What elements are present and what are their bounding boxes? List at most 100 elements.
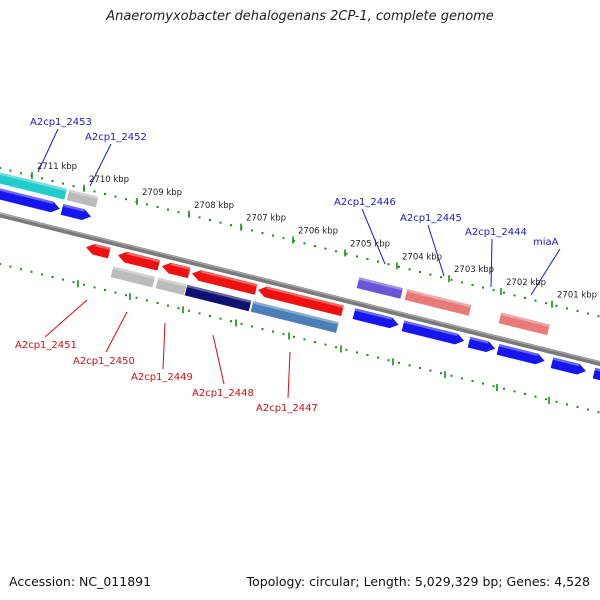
inner-scale-dot [335,346,337,349]
gene-bar-a2cp1-2447 [250,301,339,333]
inner-scale-dot [282,333,285,336]
outer-scale-dot [93,190,96,193]
gene-features [0,170,600,382]
tick-label: 2701 kbp [557,291,597,301]
gene-bar-forward [467,336,496,353]
outer-scale-dot [587,312,589,315]
outer-scale-dot [345,252,348,255]
outer-scale-dot [282,237,285,240]
outer-scale-dot [482,286,484,289]
forward-gene-label: miaA [533,237,559,248]
gene-bar-shine [186,284,252,304]
forward-leader-line [490,238,493,288]
outer-scale-dot [41,177,43,180]
inner-scale-dot [503,387,505,390]
outer-scale-dot [597,315,600,318]
inner-scale-dot [356,351,358,354]
gene-bar-shine [469,336,489,344]
inner-scale-dot [345,348,348,351]
outer-scale-dot [450,278,453,281]
outer-scale-dot [429,273,432,276]
outer-scale-dot [261,231,264,234]
inner-scale-dot [492,385,495,388]
forward-leader-line [530,248,561,296]
gene-bar-shine [94,243,111,251]
outer-scale-dot [461,281,463,284]
reverse-leader-line [212,334,225,385]
gene-bar-shine [552,357,580,367]
inner-scale-dot [177,307,180,310]
genome-summary: Topology: circular; Length: 5,029,329 bp… [246,574,590,589]
gene-bar-shine [498,343,539,357]
gene-bar-shape [110,266,156,288]
tick-label: 2704 kbp [402,252,442,262]
inner-scale-dot [93,286,96,289]
gene-bar-forward [550,357,586,375]
reverse-leader-line [287,351,291,399]
outer-scale-dot [167,208,169,211]
gene-bar-forward [592,367,600,382]
outer-scale-dot [377,260,379,263]
gene-bar-forward [352,308,399,329]
gene-bar-mia-a [498,312,550,336]
gene-bar-shine [157,277,187,287]
gene-bar-shape [118,251,161,271]
gene-bar-shape [86,243,111,259]
gene-bar-shape [496,343,545,365]
accession: Accession: NC_011891 [9,574,152,589]
tick-label: 2709 kbp [142,188,182,198]
inner-scale-dot [429,369,432,372]
inner-scale-dot [450,374,453,377]
gene-bar-a2cp1-2450 [110,266,156,288]
outer-scale-dot [576,309,579,312]
outer-scale-dot [30,174,33,177]
gene-bar-shine [403,320,458,337]
outer-scale-dot [419,270,421,273]
reverse-gene-label: A2cp1_2449 [131,372,193,383]
gene-bar-shape [162,262,191,279]
forward-gene-label: A2cp1_2445 [400,213,462,224]
inner-scale-dot [587,408,589,411]
inner-scale-dot [314,340,316,343]
outer-scale-dot [272,234,274,237]
map-title: Anaeromyxobacter dehalogenans 2CP-1, com… [106,9,494,24]
gene-bar-shape [550,357,586,375]
gene-bar-shine [354,308,393,320]
gene-bar-a2cp1-2452 [66,189,99,208]
gene-bar-shape [467,336,496,353]
gene-bar-forward [60,204,92,220]
gene-bar-shape [60,204,92,220]
inner-scale-dot [440,372,442,375]
tick-label: 2703 kbp [454,265,494,275]
inner-scale-dot [230,320,232,323]
gene-bar-shine [68,189,99,200]
gene-bar-a2cp1-2445 [404,289,472,316]
reverse-leader-line [105,311,128,353]
gene-labels: A2cp1_2453 A2cp1_2452 A2cp1_2446 A2cp1_2445… [15,117,559,414]
inner-scale-dot [30,270,33,273]
gene-bar-shape [184,284,252,312]
outer-scale-dot [492,289,495,292]
outer-scale-dot [513,294,516,297]
outer-scale-dot [104,192,106,195]
forward-gene-label: A2cp1_2444 [465,227,527,238]
reverse-leader-line [162,322,166,370]
inner-scale-dot [0,263,1,265]
outer-scale-dot [398,265,400,268]
outer-scale-dot [20,172,22,175]
outer-scale-dot [335,250,337,253]
gene-bar-shape [66,189,99,208]
outer-scale-dot [72,185,75,188]
inner-scale-dot [303,338,306,341]
gene-bar-shine [112,266,156,280]
inner-scale-dot [219,317,222,320]
inner-scale-dot [524,392,526,395]
inner-scale-dot [20,268,22,271]
tick-label: 2708 kbp [194,201,234,211]
gene-bar-shine [62,204,85,212]
outer-scale-dot [125,198,127,201]
inner-scale-dot [198,312,201,315]
tick-label: 2707 kbp [246,214,286,224]
outer-scale-dot [156,205,159,208]
outer-scale-dot [440,276,442,279]
